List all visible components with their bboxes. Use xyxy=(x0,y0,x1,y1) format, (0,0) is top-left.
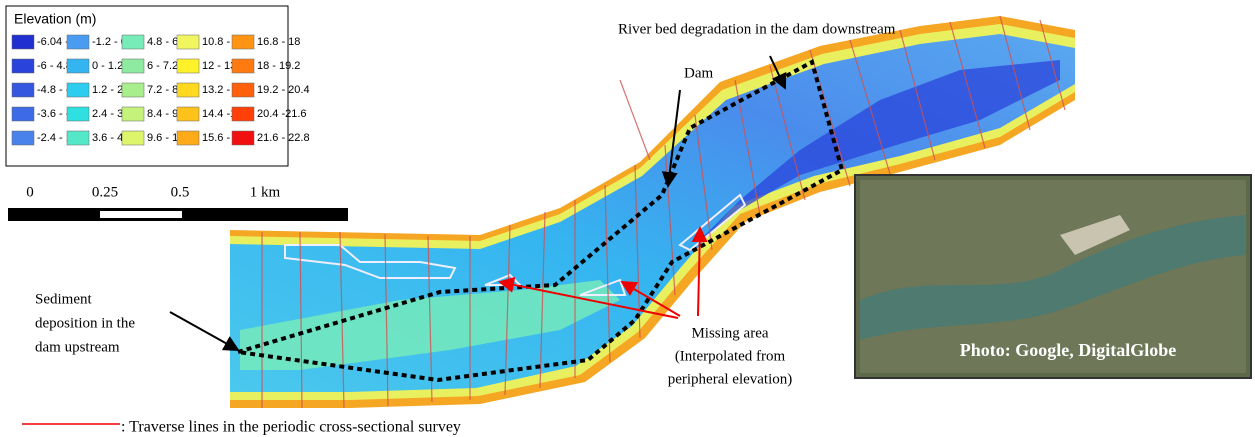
legend-swatch xyxy=(12,59,34,73)
degradation-note: River bed degradation in the dam downstr… xyxy=(618,21,896,37)
legend-swatch xyxy=(177,107,199,121)
legend-swatch xyxy=(12,83,34,97)
legend-swatch xyxy=(177,83,199,97)
legend-swatch xyxy=(122,107,144,121)
note-line: Sediment xyxy=(35,291,92,307)
legend-swatch xyxy=(67,35,89,49)
footnote: : Traverse lines in the periodic cross-s… xyxy=(121,419,461,436)
scale-bar: 0 0.25 0.5 1 km xyxy=(8,184,348,221)
legend-swatch xyxy=(177,131,199,145)
missing-note: Missing area (Interpolated from peripheral… xyxy=(668,325,793,387)
legend-label: 21.6 - 22.8 xyxy=(257,132,310,144)
legend: Elevation (m) -6.04 - -6-6 - 4.8-4.8 - -… xyxy=(6,6,310,166)
note-line: Missing area xyxy=(691,325,768,341)
legend-swatch xyxy=(177,59,199,73)
note-line: dam upstream xyxy=(35,339,120,355)
legend-label: 19.2 - 20.4 xyxy=(257,84,310,96)
legend-swatch xyxy=(67,107,89,121)
legend-label: 16.8 - 18 xyxy=(257,36,300,48)
legend-label: 18 - 19.2 xyxy=(257,60,300,72)
note-line: peripheral elevation) xyxy=(668,371,793,387)
note-line: deposition in the xyxy=(35,315,135,331)
legend-label: 20.4 -21.6 xyxy=(257,108,307,120)
legend-label: 6 - 7.2 xyxy=(147,60,178,72)
scale-label: 0.5 xyxy=(171,184,190,200)
photo-credit: Photo: Google, DigitalGlobe xyxy=(960,340,1176,360)
legend-label: 4.8 - 6 xyxy=(147,36,178,48)
scale-label: 0 xyxy=(26,184,34,200)
legend-swatch xyxy=(12,107,34,121)
deposition-note: Sediment deposition in the dam upstream xyxy=(35,291,135,355)
legend-swatch xyxy=(67,83,89,97)
legend-swatch xyxy=(122,59,144,73)
legend-swatch xyxy=(12,131,34,145)
dam-label: Dam xyxy=(684,65,713,81)
scale-label: 0.25 xyxy=(92,184,118,200)
figure: River bed degradation in the dam downstr… xyxy=(0,0,1255,437)
legend-swatch xyxy=(67,131,89,145)
legend-swatch xyxy=(122,131,144,145)
legend-title: Elevation (m) xyxy=(14,11,96,27)
legend-swatch xyxy=(122,83,144,97)
legend-label: -1.2 - 0 xyxy=(92,36,127,48)
photo-inset: Photo: Google, DigitalGlobe xyxy=(855,175,1251,378)
legend-swatch xyxy=(67,59,89,73)
note-line: (Interpolated from xyxy=(675,348,786,364)
legend-swatch xyxy=(232,35,254,49)
legend-swatch xyxy=(177,35,199,49)
arrow xyxy=(170,312,238,350)
legend-swatch xyxy=(12,35,34,49)
legend-label: -6 - 4.8 xyxy=(37,60,72,72)
legend-swatch xyxy=(232,83,254,97)
legend-swatch xyxy=(232,107,254,121)
legend-swatch xyxy=(122,35,144,49)
scale-label: 1 km xyxy=(250,184,281,200)
legend-swatch xyxy=(232,131,254,145)
scale-segment xyxy=(100,211,182,218)
legend-label: 0 - 1.2 xyxy=(92,60,123,72)
legend-swatch xyxy=(232,59,254,73)
